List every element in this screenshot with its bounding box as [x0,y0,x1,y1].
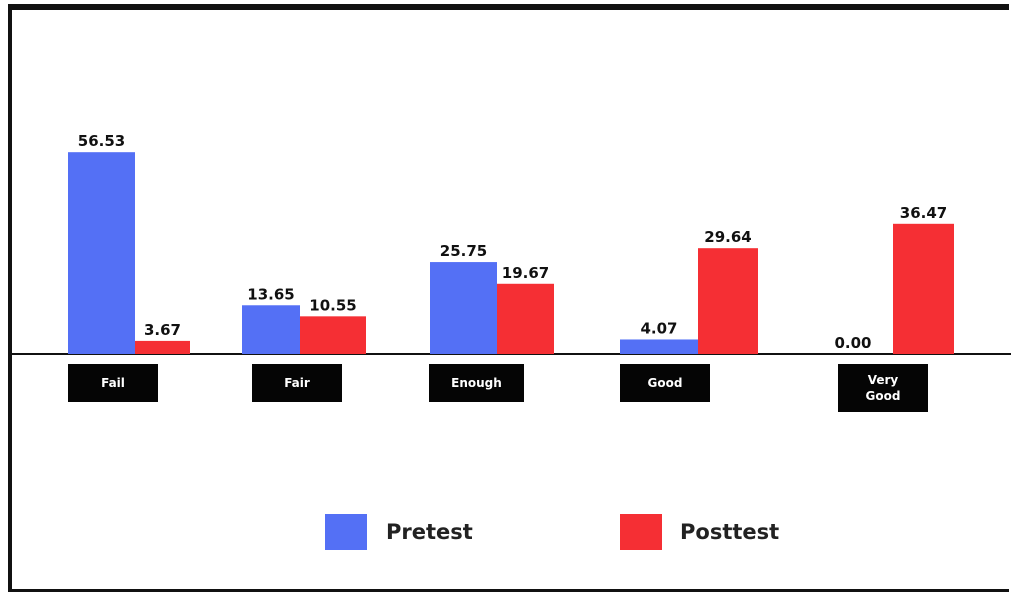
pretest-bar-enough [430,262,497,354]
x-tick-label: Fail [101,376,125,390]
chart-frame [8,4,1009,592]
posttest-value-label: 19.67 [502,264,549,282]
posttest-bar-very-good [893,223,954,354]
x-tick-label: Good [648,376,683,390]
category-label-box-fair [252,364,342,402]
posttest-value-label: 36.47 [900,204,947,222]
category-label-box-very-good [838,364,928,412]
pretest-value-label: 13.65 [247,285,294,303]
posttest-value-label: 3.67 [144,321,181,339]
posttest-bar-fail [135,340,190,354]
posttest-value-label: 29.64 [704,228,751,246]
category-label-box-fail [68,364,158,402]
posttest-legend-swatch [620,514,662,550]
posttest-value-label: 10.55 [309,296,356,314]
pretest-value-label: 4.07 [640,319,677,337]
pretest-value-label: 25.75 [440,242,487,260]
posttest-bar-good [698,248,758,354]
pretest-legend-label: Pretest [386,520,473,544]
pretest-value-label: 0.00 [834,334,871,352]
category-label-box-enough [429,364,524,402]
posttest-bar-fair [300,316,366,354]
posttest-legend-label: Posttest [680,520,779,544]
x-tick-label: Fair [284,376,310,390]
x-tick-label: Very [868,373,899,387]
pretest-bar-good [620,339,698,354]
pretest-bar-fair [242,305,300,354]
pretest-legend-swatch [325,514,367,550]
x-tick-label: Good [866,389,901,403]
category-label-box-good [620,364,710,402]
pretest-value-label: 56.53 [78,132,125,150]
posttest-bar-enough [497,283,554,354]
pretest-bar-fail [68,152,135,354]
x-tick-label: Enough [451,376,502,390]
